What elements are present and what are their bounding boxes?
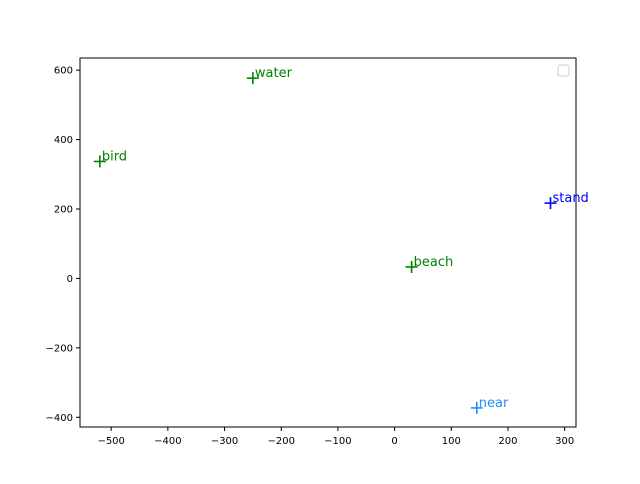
x-tick-label: 0 [391, 436, 397, 447]
legend-box[interactable] [557, 64, 570, 77]
x-tick-label: 300 [555, 436, 574, 447]
plot-frame [79, 57, 577, 428]
y-tick-label: 400 [54, 135, 73, 146]
y-tick-label: 600 [54, 66, 73, 77]
data-point: beach [405, 255, 454, 273]
data-point: water [246, 66, 293, 85]
x-tick-label: −200 [267, 436, 294, 447]
data-point: bird [93, 149, 127, 168]
point-label: near [479, 396, 509, 411]
y-tick-label: −200 [46, 343, 73, 354]
data-points: water bird stand beach near [93, 66, 589, 414]
data-point: near [470, 396, 509, 414]
point-label: stand [552, 191, 588, 206]
x-tick-label: 200 [498, 436, 517, 447]
x-axis: −500 −400 −300 −200 −100 0 100 200 300 [97, 427, 574, 447]
data-point: stand [544, 191, 589, 210]
y-tick-label: 0 [67, 274, 73, 285]
y-tick-label: −400 [46, 413, 73, 424]
x-tick-label: −300 [211, 436, 238, 447]
x-tick-label: 100 [442, 436, 461, 447]
x-tick-label: −100 [324, 436, 351, 447]
y-tick-label: 200 [54, 205, 73, 216]
point-label: beach [414, 255, 454, 270]
x-tick-label: −400 [154, 436, 181, 447]
x-tick-label: −500 [97, 436, 124, 447]
y-axis: −400 −200 0 200 400 600 [46, 66, 80, 424]
point-label: water [255, 66, 293, 81]
plot-background [80, 58, 576, 427]
point-label: bird [102, 149, 127, 164]
